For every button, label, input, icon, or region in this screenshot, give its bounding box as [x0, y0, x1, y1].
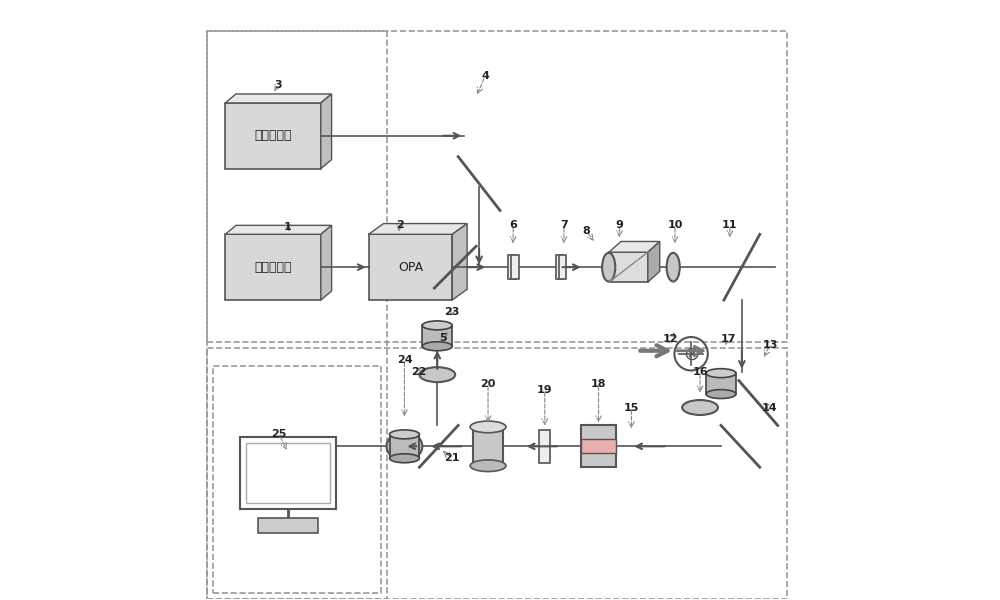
- Text: 13: 13: [762, 340, 778, 350]
- Text: 6: 6: [509, 220, 517, 230]
- Text: 11: 11: [722, 220, 738, 230]
- Polygon shape: [648, 241, 660, 282]
- Polygon shape: [321, 94, 332, 169]
- Polygon shape: [390, 434, 419, 458]
- Text: 8: 8: [583, 226, 590, 236]
- Bar: [258, 518, 318, 533]
- Bar: [539, 430, 550, 463]
- Polygon shape: [225, 235, 321, 300]
- Text: 2: 2: [396, 220, 404, 230]
- Text: 24: 24: [397, 355, 412, 365]
- Polygon shape: [706, 373, 736, 394]
- Ellipse shape: [602, 253, 615, 281]
- Ellipse shape: [387, 432, 422, 461]
- Bar: [581, 425, 616, 467]
- Ellipse shape: [706, 389, 736, 398]
- Text: 7: 7: [560, 220, 568, 230]
- Text: ⊗: ⊗: [683, 344, 699, 363]
- Ellipse shape: [470, 460, 506, 472]
- Text: 1: 1: [284, 221, 292, 232]
- Text: 9: 9: [616, 220, 623, 230]
- Bar: [246, 443, 330, 503]
- Text: 飞秒激光器: 飞秒激光器: [254, 260, 292, 274]
- Polygon shape: [369, 224, 467, 235]
- Polygon shape: [452, 224, 467, 300]
- Ellipse shape: [667, 253, 680, 281]
- Text: 12: 12: [662, 334, 678, 344]
- Bar: [511, 255, 519, 279]
- Bar: [473, 427, 503, 466]
- Text: 14: 14: [762, 403, 778, 413]
- Ellipse shape: [470, 421, 506, 433]
- Ellipse shape: [706, 368, 736, 377]
- Polygon shape: [321, 226, 332, 300]
- Polygon shape: [369, 235, 452, 300]
- Polygon shape: [225, 94, 332, 103]
- Polygon shape: [609, 241, 660, 252]
- Bar: [556, 255, 563, 279]
- Text: 18: 18: [591, 379, 606, 389]
- Text: 16: 16: [692, 367, 708, 377]
- Text: 15: 15: [624, 403, 639, 413]
- Text: 23: 23: [445, 307, 460, 317]
- Polygon shape: [225, 103, 321, 169]
- Ellipse shape: [390, 430, 419, 439]
- Text: 20: 20: [480, 379, 496, 389]
- Text: 19: 19: [537, 385, 553, 395]
- Ellipse shape: [422, 342, 452, 351]
- Text: 17: 17: [720, 334, 736, 344]
- Polygon shape: [225, 226, 332, 235]
- Bar: [559, 255, 566, 279]
- Text: 纳秒激光器: 纳秒激光器: [254, 129, 292, 142]
- Text: 22: 22: [412, 367, 427, 377]
- Ellipse shape: [390, 454, 419, 463]
- Ellipse shape: [682, 400, 718, 415]
- Bar: [240, 437, 336, 509]
- Text: 10: 10: [667, 220, 683, 230]
- Text: 5: 5: [439, 332, 447, 343]
- Polygon shape: [422, 325, 452, 346]
- Text: 3: 3: [274, 80, 282, 90]
- Bar: [508, 255, 516, 279]
- Text: 4: 4: [481, 71, 489, 81]
- Text: 21: 21: [444, 453, 460, 463]
- Text: OPA: OPA: [398, 260, 423, 274]
- Polygon shape: [609, 252, 648, 282]
- Text: 25: 25: [271, 430, 287, 439]
- Bar: [581, 439, 616, 453]
- Ellipse shape: [419, 367, 455, 382]
- Ellipse shape: [422, 321, 452, 330]
